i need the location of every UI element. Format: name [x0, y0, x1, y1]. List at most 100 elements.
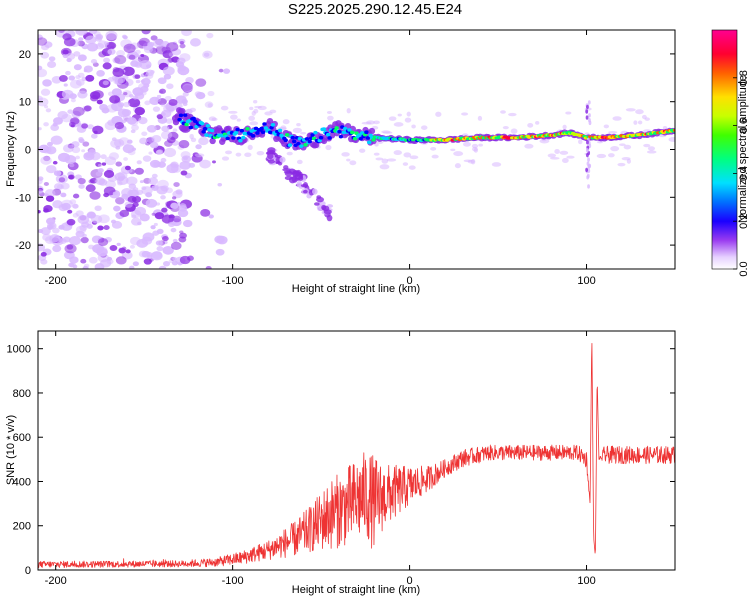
faint-blob: [256, 150, 265, 156]
noise-blob: [173, 182, 180, 187]
faint-blob: [635, 109, 644, 115]
noise-blob: [135, 49, 141, 55]
noise-blob: [152, 230, 160, 236]
noise-blob: [141, 30, 151, 35]
noise-blob: [182, 85, 193, 93]
streak-blob: [283, 165, 289, 170]
noise-blob: [151, 173, 158, 179]
noise-blob: [42, 233, 52, 241]
noise-blob: [128, 54, 136, 60]
noise-blob: [168, 98, 178, 106]
noise-blob: [75, 155, 80, 160]
streak-blob: [267, 147, 276, 153]
faint-blob: [473, 147, 479, 153]
noise-blob: [141, 131, 148, 137]
faint-blob: [450, 148, 456, 152]
faint-blob: [225, 150, 233, 155]
faint-blob: [623, 144, 632, 150]
noise-blob: [70, 117, 80, 125]
noise-blob: [66, 244, 74, 250]
noise-blob: [147, 41, 155, 48]
noise-blob: [129, 265, 135, 269]
noise-blob: [152, 39, 164, 48]
noise-blob: [132, 202, 139, 208]
noise-blob: [49, 234, 60, 243]
colorbar-tick-label: 0.0: [738, 261, 750, 276]
streak-blob: [288, 168, 296, 175]
faint-blob: [510, 128, 518, 134]
artifact-blob: [586, 161, 590, 166]
noise-blob: [40, 51, 50, 59]
faint-blob: [404, 117, 412, 123]
ridge-halo: [368, 127, 376, 135]
ridge-core: [307, 139, 312, 144]
noise-blob: [81, 123, 89, 129]
noise-blob: [145, 64, 151, 69]
noise-blob: [145, 198, 158, 208]
noise-blob: [85, 152, 93, 159]
noise-blob: [112, 191, 118, 196]
faint-blob: [633, 120, 638, 125]
noise-blob: [68, 262, 75, 268]
noise-blob: [42, 79, 52, 87]
faint-blob: [189, 107, 197, 112]
noise-blob: [164, 95, 172, 102]
noise-blob: [181, 30, 192, 37]
noise-blob: [130, 217, 142, 226]
noise-blob: [72, 213, 79, 218]
noise-blob: [206, 32, 214, 39]
noise-blob: [119, 209, 130, 218]
y-tick-label: 600: [13, 432, 31, 444]
y-tick-label: -20: [15, 240, 31, 252]
noise-blob: [144, 72, 154, 80]
faint-blob: [341, 152, 350, 157]
snr-series-line: [38, 342, 675, 569]
faint-blob: [257, 105, 267, 111]
noise-blob: [77, 54, 87, 62]
ridge-core: [267, 130, 273, 135]
x-tick-label: -100: [222, 575, 244, 587]
ridge-core: [327, 136, 332, 140]
noise-blob: [53, 183, 63, 191]
noise-blob: [80, 236, 89, 244]
ridge-core: [277, 128, 283, 133]
noise-blob: [104, 156, 117, 166]
noise-blob: [52, 160, 58, 165]
noise-blob: [38, 68, 48, 78]
noise-blob: [195, 78, 207, 87]
noise-blob: [172, 215, 182, 223]
noise-blob: [115, 161, 123, 167]
noise-blob: [152, 161, 159, 167]
x-tick-label: 100: [577, 575, 595, 587]
noise-blob: [134, 107, 146, 116]
noise-blob: [98, 178, 108, 186]
faint-blob: [597, 140, 603, 144]
noise-blob: [75, 210, 84, 217]
noise-blob: [129, 244, 135, 249]
noise-blob: [114, 75, 126, 84]
top-x-axis-label: Height of straight line (km): [292, 283, 420, 295]
ridge-halo: [312, 141, 320, 149]
noise-blob: [170, 202, 179, 209]
faint-blob: [612, 116, 622, 121]
noise-blob: [100, 258, 112, 268]
faint-blob: [386, 158, 397, 162]
ridge-core: [233, 130, 239, 135]
noise-blob: [122, 66, 135, 77]
streak-blob: [316, 195, 322, 199]
faint-blob: [207, 103, 213, 108]
noise-blob: [58, 74, 68, 82]
x-tick-label: 100: [577, 275, 595, 287]
faint-blob: [565, 111, 572, 115]
ridge-core: [371, 138, 376, 142]
noise-blob: [68, 236, 81, 246]
noise-blob: [126, 139, 133, 144]
noise-blob: [94, 205, 102, 212]
noise-blob: [106, 104, 118, 113]
ridge-core: [342, 126, 348, 131]
ridge-core: [367, 140, 372, 145]
noise-blob: [43, 122, 49, 127]
noise-blob: [52, 227, 60, 234]
noise-blob: [117, 176, 124, 182]
faint-blob: [220, 105, 229, 111]
